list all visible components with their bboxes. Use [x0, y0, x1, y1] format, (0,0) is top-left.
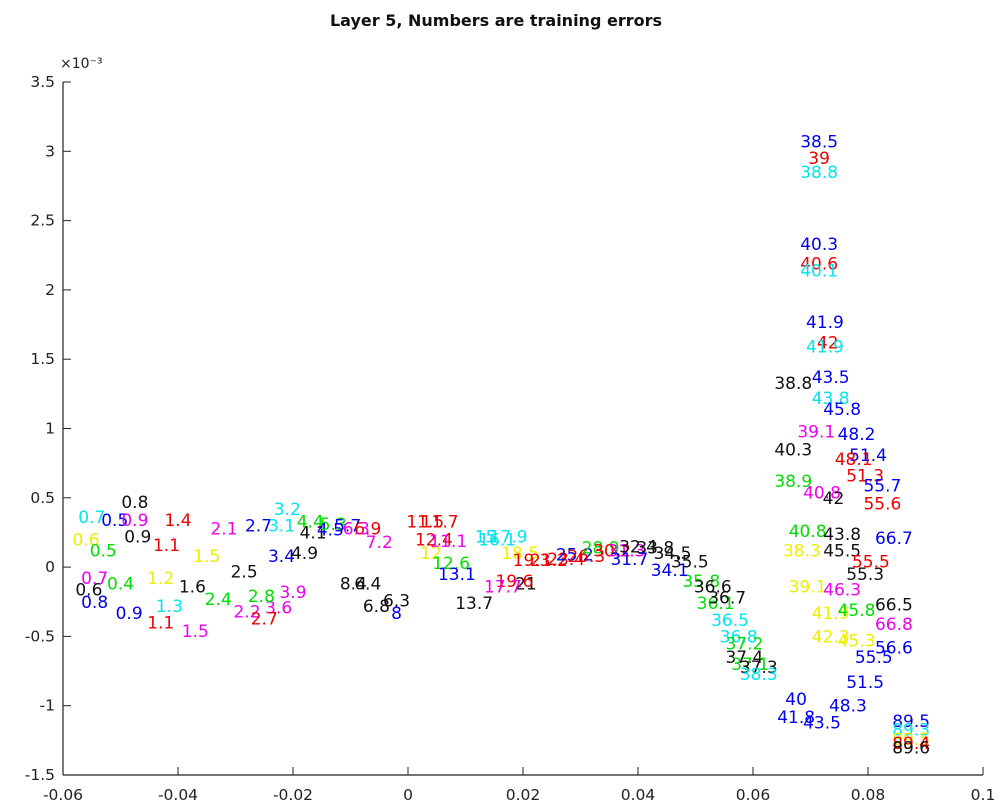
data-point-label: 1.2	[147, 569, 174, 589]
y-tick-label: 1.5	[30, 350, 55, 368]
x-tick-label: -0.04	[158, 786, 198, 804]
data-point-label: 55.7	[863, 476, 901, 496]
y-tick-label: 2.5	[30, 212, 55, 230]
data-point-label: 1.1	[153, 536, 180, 556]
y-tick-label: 0	[45, 558, 55, 576]
data-point-label: 41.9	[806, 313, 844, 333]
y-tick-label: 0.5	[30, 489, 55, 507]
data-point-label: 0.8	[121, 493, 148, 513]
data-point-label: 2.5	[231, 562, 258, 582]
data-point-label: 46.3	[823, 580, 861, 600]
data-point-label: 1.3	[156, 597, 183, 617]
y-tick-label: 3.5	[30, 73, 55, 91]
x-tick-label: 0.06	[736, 786, 771, 804]
data-point-label: 17.7	[484, 578, 522, 598]
data-point-label: 38.8	[800, 163, 838, 183]
data-point-label: 55.6	[863, 494, 901, 514]
data-point-label: 43.5	[812, 368, 850, 388]
data-point-label: 40.3	[774, 440, 812, 460]
data-point-label: 1.4	[164, 511, 191, 531]
data-point-label: 0.9	[116, 604, 143, 624]
y-axis-exponent-label: ×10⁻³	[60, 56, 103, 72]
data-point-label: 8	[391, 604, 402, 624]
x-tick-label: 0.02	[506, 786, 541, 804]
data-point-label: 38.8	[774, 374, 812, 394]
y-tick-label: -0.5	[25, 627, 55, 645]
y-axis-ticks: -1.5 -1 -0.5 0 0.5 1 1.5 2 2.5 3 3.5	[25, 73, 71, 784]
x-tick-label: -0.02	[273, 786, 313, 804]
data-point-label: 0.4	[107, 575, 134, 595]
data-point-label: 0.5	[90, 541, 117, 561]
y-tick-label: 1	[45, 420, 55, 438]
data-point-label: 4.9	[291, 544, 318, 564]
data-point-label: 36.7	[708, 589, 746, 609]
data-point-label: 66.8	[875, 615, 913, 635]
data-point-label: 7.2	[366, 533, 393, 553]
x-tick-label: 0	[403, 786, 413, 804]
x-tick-label: -0.06	[43, 786, 83, 804]
data-point-label: 8.4	[340, 575, 367, 595]
data-point-label: 40.3	[800, 235, 838, 255]
y-tick-label: -1.5	[25, 766, 55, 784]
data-point-label: 48.2	[838, 425, 876, 445]
data-point-label: 2.1	[210, 519, 237, 539]
data-point-label: 2.4	[205, 590, 232, 610]
data-point-label: 51.5	[846, 673, 884, 693]
data-point-label: 1.5	[193, 547, 220, 567]
x-tick-label: 0.08	[851, 786, 886, 804]
data-point-label: 0.9	[124, 528, 151, 548]
data-point-label: 31.7	[610, 550, 648, 570]
data-point-label: 40.8	[789, 522, 827, 542]
data-point-label: 2.8	[248, 587, 275, 607]
data-point-label: 66.7	[875, 529, 913, 549]
data-point-label: 0.8	[81, 593, 108, 613]
data-point-label: 39.1	[789, 578, 827, 598]
data-point-label: 2.7	[251, 609, 278, 629]
data-point-label: 40.1	[800, 261, 838, 281]
data-point-label: 55.5	[855, 648, 893, 668]
data-point-label: 38.3	[783, 541, 821, 561]
data-point-label: 13.1	[438, 565, 476, 585]
data-point-label: 66.5	[875, 596, 913, 616]
data-point-label: 34.1	[651, 561, 689, 581]
data-point-label: 42	[823, 489, 845, 509]
data-point-label: 45.8	[823, 400, 861, 420]
data-point-label: 41.9	[806, 338, 844, 358]
data-labels: 38.53938.840.340.640.141.94241.938.8 43.5…	[72, 133, 930, 759]
x-tick-label: 0.1	[971, 786, 996, 804]
y-tick-label: 3	[45, 142, 55, 160]
data-point-label: 39.1	[797, 422, 835, 442]
data-point-label: 1.5	[182, 622, 209, 642]
data-point-label: 1.6	[179, 578, 206, 598]
data-point-label: 11.7	[421, 512, 459, 532]
data-point-label: 89.6	[892, 738, 930, 758]
data-point-label: 40	[785, 690, 807, 710]
chart-title: Layer 5, Numbers are training errors	[330, 11, 662, 30]
data-point-label: 43.5	[803, 713, 841, 733]
x-tick-label: 0.04	[621, 786, 656, 804]
x-axis-ticks: -0.06 -0.04 -0.02 0 0.02 0.04 0.06 0.08 0.1	[43, 767, 995, 804]
data-point-label: 38.3	[740, 665, 778, 685]
y-tick-label: -1	[40, 697, 55, 715]
y-tick-label: 2	[45, 281, 55, 299]
data-point-label: 45.8	[838, 601, 876, 621]
